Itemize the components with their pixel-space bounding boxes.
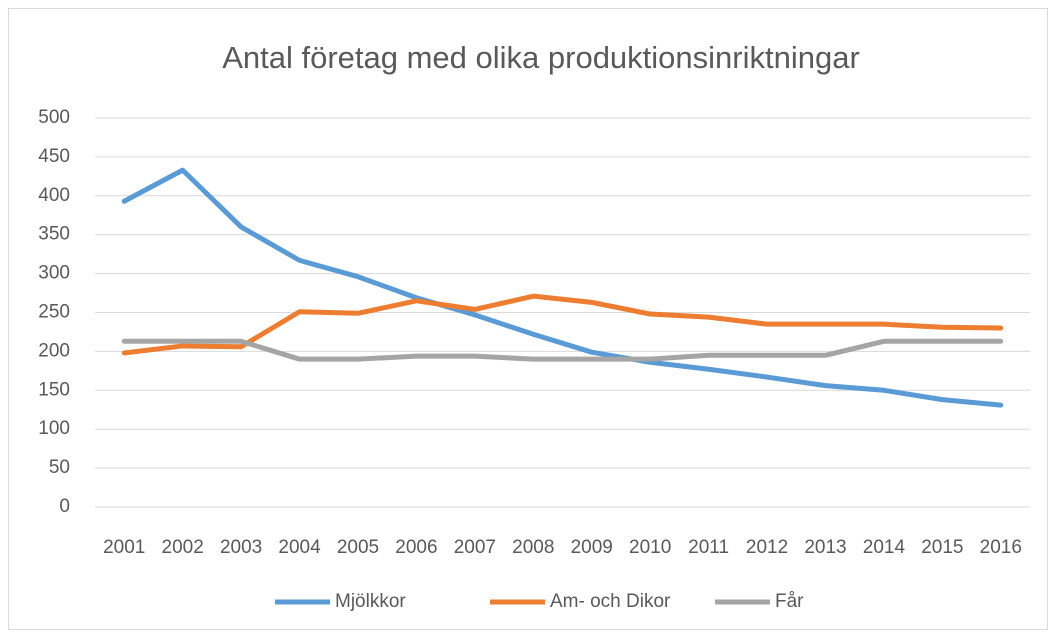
y-tick-label: 450 <box>38 146 70 167</box>
x-tick-label: 2010 <box>629 537 671 558</box>
x-tick-label: 2004 <box>278 537 321 558</box>
x-tick-label: 2006 <box>395 537 437 558</box>
x-tick-label: 2013 <box>804 537 846 558</box>
y-tick-label: 100 <box>38 418 70 439</box>
legend-label: Mjölkkor <box>335 591 406 612</box>
series-line <box>121 167 1004 408</box>
x-tick-label: 2012 <box>746 537 788 558</box>
series-line <box>121 338 1004 362</box>
y-tick-label: 300 <box>38 263 70 284</box>
x-tick-label: 2002 <box>162 537 204 558</box>
x-tick-label: 2014 <box>863 537 906 558</box>
y-tick-label: 350 <box>38 224 70 245</box>
chart-title: Antal företag med olika produktionsinrik… <box>222 40 860 75</box>
y-tick-label: 200 <box>38 340 70 361</box>
y-tick-label: 500 <box>38 107 70 128</box>
x-tick-label: 2009 <box>571 537 613 558</box>
y-tick-label: 0 <box>59 496 70 517</box>
series-line <box>121 293 1004 356</box>
x-tick-label: 2003 <box>220 537 262 558</box>
x-tick-label: 2007 <box>454 537 496 558</box>
x-tick-label: 2016 <box>980 537 1022 558</box>
legend-label: Får <box>775 591 804 612</box>
x-tick-label: 2011 <box>688 537 729 558</box>
y-tick-label: 150 <box>38 379 70 400</box>
x-tick-label: 2005 <box>337 537 379 558</box>
x-tick-label: 2008 <box>512 537 554 558</box>
y-tick-label: 50 <box>49 457 70 478</box>
chart-frame <box>8 8 1048 630</box>
x-tick-label: 2015 <box>921 537 963 558</box>
legend-label: Am- och Dikor <box>550 591 671 612</box>
x-tick-label: 2001 <box>103 537 145 558</box>
y-tick-label: 250 <box>38 302 70 323</box>
y-tick-label: 400 <box>38 185 70 206</box>
